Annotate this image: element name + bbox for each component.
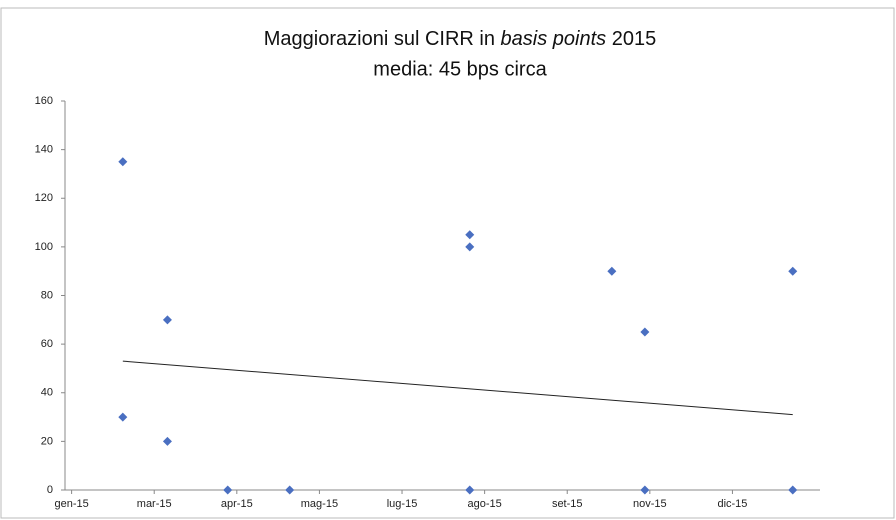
x-tick-label: dic-15 (717, 498, 747, 510)
trendline (122, 360, 793, 416)
point (465, 485, 475, 495)
point (118, 412, 128, 422)
point (285, 485, 295, 495)
x-tick-label: mag-15 (301, 498, 338, 510)
point (788, 485, 798, 495)
point (788, 266, 798, 276)
y-tick-label: 40 (41, 387, 53, 399)
point (465, 230, 475, 240)
point (640, 327, 650, 337)
y-tick-label: 80 (41, 289, 53, 301)
chart-title: Maggiorazioni sul CIRR in basis points 2… (264, 28, 656, 50)
point (640, 485, 650, 495)
x-tick-label: nov-15 (633, 498, 667, 510)
x-tick-label: ago-15 (467, 498, 501, 510)
point (465, 242, 475, 252)
y-tick-label: 20 (41, 435, 53, 447)
x-tick-label: apr-15 (221, 498, 253, 510)
point (223, 485, 233, 495)
point (118, 157, 128, 167)
title-part: 2015 (606, 28, 656, 50)
title-part: basis points (501, 28, 607, 50)
point (607, 266, 617, 276)
point (162, 436, 172, 446)
point (162, 315, 172, 325)
x-tick-label: gen-15 (54, 498, 88, 510)
x-tick-label: mar-15 (137, 498, 172, 510)
chart-frame (0, 7, 895, 519)
y-tick-label: 100 (35, 241, 53, 253)
y-tick-label: 160 (35, 95, 53, 107)
title-part: Maggiorazioni sul CIRR in (264, 28, 501, 50)
x-tick-label: set-15 (552, 498, 583, 510)
y-tick-label: 60 (41, 338, 53, 350)
chart-subtitle: media: 45 bps circa (373, 58, 547, 80)
y-tick-label: 140 (35, 144, 53, 156)
y-tick-label: 120 (35, 192, 53, 204)
y-tick-label: 0 (47, 484, 53, 496)
x-tick-label: lug-15 (387, 498, 418, 510)
